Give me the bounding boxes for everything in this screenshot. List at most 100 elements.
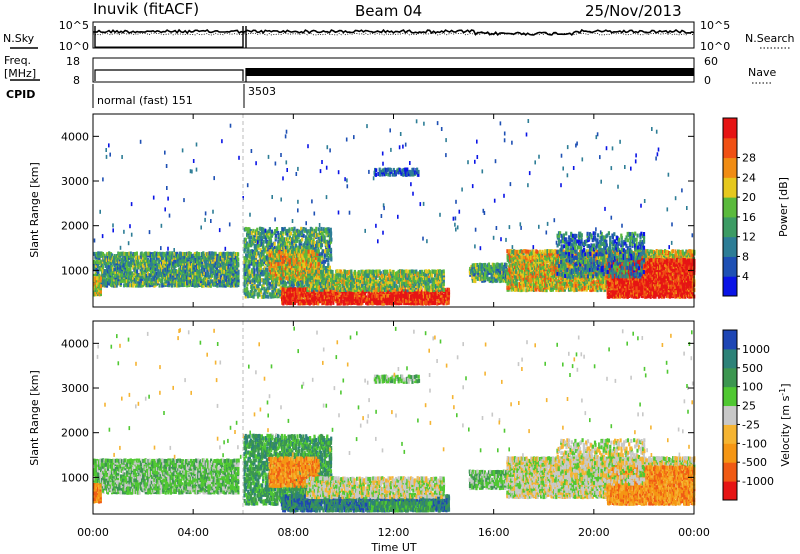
range-cell (170, 283, 173, 288)
range-cell (441, 299, 444, 304)
range-cell (258, 292, 261, 297)
range-cell (158, 271, 161, 276)
range-cell (202, 251, 205, 256)
range-cell (316, 281, 319, 286)
range-cell (184, 269, 187, 274)
range-cell (338, 271, 341, 276)
range-cell (403, 269, 406, 274)
range-cell (185, 271, 189, 276)
range-cell (317, 262, 320, 267)
range-cell (98, 284, 101, 289)
range-cell (263, 279, 266, 284)
range-cell (396, 285, 399, 290)
range-cell (311, 275, 314, 280)
range-cell (321, 279, 324, 284)
range-cell (322, 269, 325, 274)
range-cell (263, 266, 266, 271)
range-cell (144, 273, 147, 278)
range-cell (314, 255, 317, 260)
range-cell (393, 284, 396, 288)
range-cell (338, 283, 342, 288)
range-cell (292, 235, 295, 240)
range-cell (244, 256, 247, 260)
range-cell (437, 284, 440, 288)
range-cell (264, 235, 267, 240)
range-cell (99, 284, 103, 289)
range-cell (224, 255, 227, 260)
range-cell (165, 273, 168, 278)
range-cell (197, 269, 200, 274)
range-cell (373, 279, 376, 284)
range-cell (271, 247, 274, 252)
range-cell (326, 269, 329, 274)
range-cell (126, 252, 129, 256)
range-cell (93, 290, 96, 294)
range-cell (194, 281, 197, 286)
range-cell (446, 299, 449, 304)
range-cell (446, 293, 449, 298)
range-cell (282, 260, 285, 265)
range-cell (432, 299, 435, 304)
range-cell (237, 269, 240, 274)
range-cell (261, 278, 264, 282)
range-cell (444, 291, 448, 296)
range-cell (248, 243, 251, 248)
range-cell (341, 275, 344, 280)
range-cell (296, 276, 299, 281)
range-cell (99, 276, 102, 281)
range-cell (284, 284, 287, 289)
range-cell (266, 274, 269, 279)
range-cell (153, 262, 156, 267)
range-cell (217, 273, 220, 278)
range-cell (259, 237, 262, 242)
range-cell (198, 277, 201, 282)
date-title: 25/Nov/2013 (585, 2, 682, 20)
range-cell (291, 247, 294, 252)
range-cell (404, 275, 408, 280)
range-cell (244, 277, 248, 282)
range-cell (96, 276, 99, 281)
range-cell (331, 279, 334, 284)
range-cell (288, 259, 291, 264)
range-cell (208, 253, 211, 258)
range-cell (368, 291, 371, 296)
range-cell (164, 267, 167, 272)
range-cell (234, 279, 237, 284)
range-cell (315, 299, 319, 304)
range-cell (299, 262, 302, 267)
range-cell (268, 241, 271, 246)
range-cell (266, 282, 269, 287)
range-cell (104, 264, 107, 268)
range-cell (307, 229, 310, 234)
range-cell (447, 300, 450, 305)
range-cell (287, 287, 290, 292)
range-cell (418, 277, 421, 282)
range-cell (170, 279, 173, 284)
range-cell (382, 301, 385, 306)
range-cell (302, 233, 305, 238)
range-cell (129, 283, 132, 288)
range-cell (411, 276, 414, 281)
range-cell (344, 288, 348, 293)
range-cell (434, 295, 438, 300)
range-cell (328, 284, 331, 289)
range-cell (270, 262, 274, 267)
range-cell (290, 280, 293, 285)
range-cell (219, 251, 222, 256)
range-cell (277, 231, 280, 235)
range-cell (327, 247, 330, 252)
range-cell (446, 289, 449, 294)
range-cell (297, 264, 300, 269)
range-cell (364, 291, 367, 296)
range-cell (272, 276, 275, 281)
range-cell (302, 227, 305, 231)
range-cell (147, 279, 150, 284)
range-cell (276, 269, 279, 274)
range-cell (332, 291, 335, 296)
range-cell (376, 281, 379, 286)
range-cell (269, 292, 272, 297)
range-cell (369, 273, 372, 278)
range-cell (160, 281, 163, 286)
range-cell (261, 250, 264, 255)
range-cell (392, 272, 395, 276)
